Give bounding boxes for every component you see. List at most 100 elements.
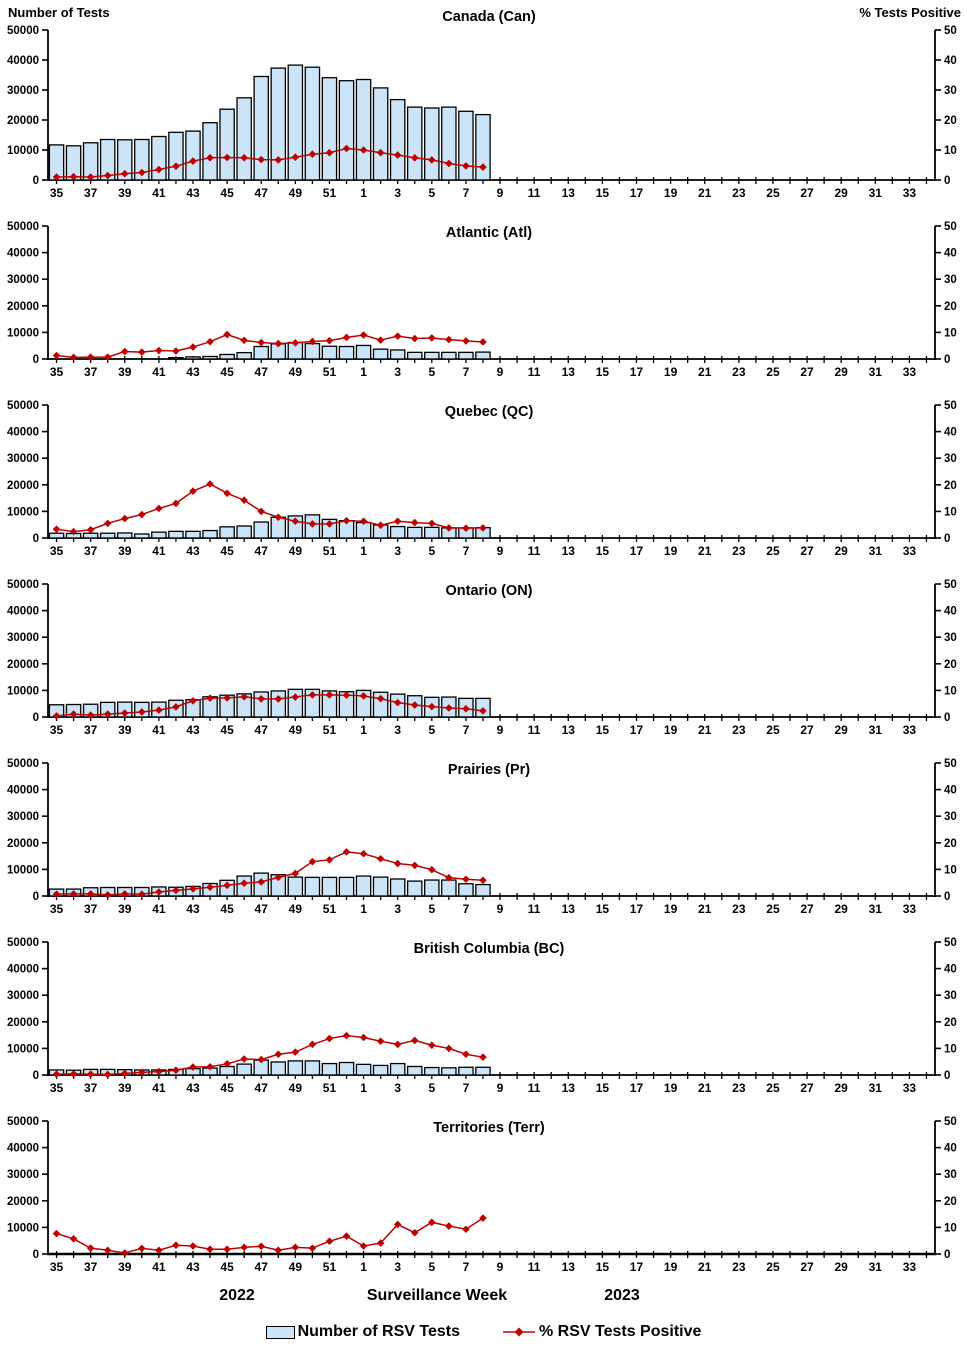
right-tick-label: 10 (944, 506, 957, 518)
diamond-marker-week-44 (206, 1062, 214, 1071)
diamond-marker-week-36 (69, 172, 78, 181)
bar-week-48 (270, 67, 287, 181)
diamond-marker-week-8 (479, 338, 487, 346)
bar-week-45 (219, 108, 235, 181)
diamond-marker-week-40 (138, 708, 146, 716)
bar-week-42 (168, 357, 184, 360)
x-tick-label: 11 (528, 365, 541, 379)
diamond-marker-week-48 (274, 339, 283, 348)
diamond-marker-week-7 (462, 704, 470, 713)
diamond-marker-week-6 (445, 1222, 453, 1230)
x-tick-label: 35 (50, 544, 64, 558)
x-tick-label: 21 (698, 365, 712, 379)
x-tick-label: 19 (664, 1081, 678, 1095)
left-tick-label: 50000 (7, 1116, 39, 1128)
diamond-marker-week-47 (257, 155, 266, 164)
diamond-marker-week-45 (223, 489, 231, 498)
right-tick-label: 20 (944, 659, 957, 671)
bar-week-3 (389, 878, 406, 897)
diamond-marker-week-37 (86, 711, 95, 719)
diamond-marker-week-2 (376, 336, 385, 344)
x-tick-label: 5 (428, 186, 435, 200)
x-tick-label: 5 (428, 544, 435, 558)
diamond-marker-week-3 (393, 151, 402, 159)
diamond-marker-week-35 (52, 1070, 61, 1079)
diamond-marker-week-46 (240, 336, 248, 345)
diamond-marker-week-39 (120, 514, 129, 523)
x-tick-label: 1 (360, 544, 367, 558)
x-tick-label: 49 (289, 1081, 303, 1095)
x-tick-label: 49 (289, 902, 303, 916)
left-tick-label: 30000 (7, 274, 39, 286)
x-tick-label: 43 (186, 902, 200, 916)
x-tick-label: 47 (255, 544, 269, 558)
left-tick-label: 50000 (7, 579, 39, 591)
panel-ontario-on: Ontario (ON) 0 10000 20000 30000 40000 50000 0 1… (7, 579, 957, 737)
x-tick-label: 43 (186, 1081, 200, 1095)
x-tick-label: 31 (869, 365, 883, 379)
diamond-marker-week-35 (52, 890, 61, 898)
bar-week-1 (355, 875, 372, 897)
diamond-marker-week-49 (291, 153, 300, 161)
x-tick-label: 27 (800, 723, 814, 737)
bar-week-48 (270, 1061, 287, 1076)
line-diamond-marker-icon (502, 1327, 535, 1337)
diamond-marker-week-44 (206, 694, 214, 702)
x-tick-label: 21 (698, 1081, 712, 1095)
x-tick-label: 11 (528, 723, 541, 737)
bar-week-5 (424, 526, 440, 539)
diamond-marker-week-50 (308, 691, 317, 699)
x-tick-label: 1 (360, 1260, 367, 1274)
diamond-marker-week-4 (410, 701, 419, 709)
bar-week-47 (253, 521, 269, 539)
x-tick-label: 25 (766, 723, 780, 737)
right-tick-label: 50 (944, 937, 957, 949)
diamond-marker-week-1 (359, 517, 368, 526)
diamond-marker-week-50 (308, 520, 317, 528)
x-tick-label: 3 (394, 723, 401, 737)
left-tick-label: 20000 (7, 1017, 39, 1029)
bar-week-48 (270, 690, 287, 718)
diamond-marker-week-51 (325, 520, 334, 528)
x-tick-label: 25 (766, 365, 780, 379)
right-tick-label: 40 (944, 55, 957, 67)
diamond-marker-week-42 (172, 703, 180, 711)
diamond-marker-week-8 (479, 163, 487, 171)
left-tick-label: 20000 (7, 838, 39, 850)
x-tick-label: 35 (50, 365, 64, 379)
bar-week-6 (441, 879, 457, 897)
diamond-marker-week-4 (410, 518, 419, 527)
diamond-marker-week-37 (86, 353, 95, 361)
footer-axis-title: Surveillance Week (366, 1287, 508, 1304)
x-tick-label: 15 (596, 365, 610, 379)
x-tick-label: 31 (869, 544, 883, 558)
x-tick-label: 3 (394, 1260, 401, 1274)
diamond-marker-week-38 (103, 1070, 112, 1079)
bar-week-44 (202, 122, 218, 181)
bar-week-1 (355, 344, 372, 360)
diamond-marker-week-8 (479, 524, 487, 532)
x-tick-label: 39 (118, 1260, 132, 1274)
diamond-marker-week-36 (69, 890, 78, 898)
left-tick-label: 10000 (7, 327, 39, 339)
bar-week-51 (321, 77, 338, 181)
x-tick-label: 37 (84, 1081, 98, 1095)
diamond-marker-week-44 (206, 883, 214, 892)
x-tick-label: 45 (220, 544, 234, 558)
x-tick-label: 11 (528, 186, 541, 200)
diamond-marker-week-43 (189, 1063, 197, 1071)
diamond-marker-week-49 (291, 1048, 300, 1056)
bar-week-46 (236, 351, 252, 360)
x-tick-label: 27 (800, 186, 814, 200)
bar-week-7 (458, 110, 474, 181)
x-tick-label: 33 (903, 902, 917, 916)
panel-title: Canada (Can) (442, 9, 536, 25)
diamond-marker-week-51 (325, 336, 334, 345)
x-tick-label: 43 (186, 544, 200, 558)
diamond-marker-week-46 (240, 1055, 248, 1063)
x-tick-label: 15 (596, 544, 610, 558)
diamond-marker-week-49 (291, 338, 300, 347)
diamond-marker-week-36 (69, 1235, 78, 1243)
x-tick-label: 37 (84, 186, 98, 200)
left-tick-label: 50000 (7, 937, 39, 949)
